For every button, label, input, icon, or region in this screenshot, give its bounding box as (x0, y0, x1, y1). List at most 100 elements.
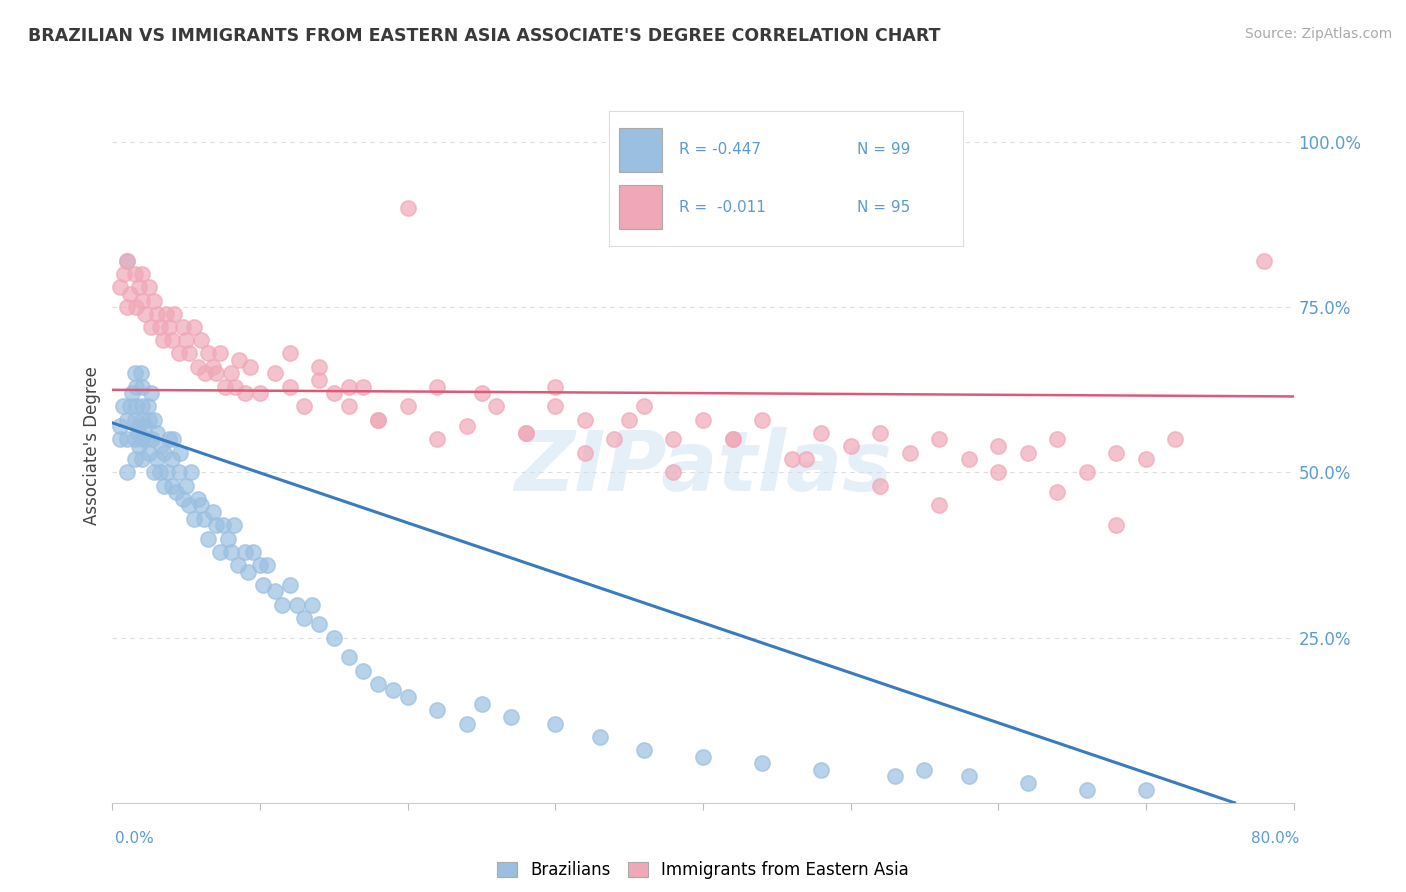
Y-axis label: Associate's Degree: Associate's Degree (83, 367, 101, 525)
Point (149, 466, 172, 480)
Point (256, 558, 278, 572)
Point (124, 367, 146, 381)
Point (1105, 445, 1128, 459)
Point (142, 412, 165, 426)
Point (172, 320, 194, 334)
Point (228, 353, 250, 368)
Point (180, 466, 202, 480)
Point (721, 433, 744, 447)
Point (128, 419, 150, 434)
Point (692, 412, 714, 426)
Point (884, 769, 907, 783)
Point (1046, 433, 1069, 447)
Point (574, 445, 596, 459)
Point (252, 578, 274, 592)
Point (135, 433, 157, 447)
Point (136, 400, 159, 414)
Point (352, 379, 374, 393)
Point (124, 412, 146, 426)
Point (574, 412, 596, 426)
Point (238, 565, 260, 579)
Point (183, 320, 205, 334)
Point (957, 452, 980, 467)
Point (633, 400, 655, 414)
Point (172, 491, 194, 506)
Point (662, 466, 685, 480)
Point (194, 367, 217, 381)
Point (108, 419, 131, 434)
Point (1105, 518, 1128, 533)
Point (125, 379, 148, 393)
Point (128, 439, 150, 453)
Point (197, 532, 219, 546)
Point (153, 478, 176, 492)
Point (108, 433, 131, 447)
Point (167, 466, 190, 480)
Point (810, 763, 832, 777)
Point (149, 320, 172, 334)
Point (131, 379, 153, 393)
Point (1076, 782, 1098, 797)
Point (120, 400, 142, 414)
Point (226, 558, 249, 572)
Point (146, 425, 169, 440)
Point (179, 346, 201, 360)
Point (242, 545, 264, 559)
Point (139, 386, 162, 401)
Point (125, 400, 148, 414)
Point (544, 400, 567, 414)
Point (515, 425, 537, 440)
Point (285, 598, 308, 612)
Point (157, 433, 180, 447)
Point (155, 307, 177, 321)
Point (131, 400, 153, 414)
Text: Source: ZipAtlas.com: Source: ZipAtlas.com (1244, 27, 1392, 41)
Point (124, 433, 146, 447)
Point (501, 710, 523, 724)
Point (396, 400, 419, 414)
Point (751, 756, 773, 771)
Point (169, 445, 191, 459)
Point (426, 433, 449, 447)
Point (131, 452, 153, 467)
Point (193, 511, 215, 525)
Point (146, 307, 169, 321)
Point (219, 545, 242, 559)
Point (117, 254, 138, 268)
Point (214, 379, 236, 393)
Point (692, 749, 714, 764)
Point (233, 386, 256, 401)
Point (1253, 254, 1275, 268)
Point (160, 333, 183, 347)
Point (271, 598, 294, 612)
Point (869, 425, 891, 440)
Point (209, 346, 232, 360)
Point (167, 346, 190, 360)
Point (131, 293, 153, 308)
Point (796, 452, 818, 467)
Point (187, 359, 209, 374)
Point (134, 307, 156, 321)
Point (117, 433, 138, 447)
Point (239, 359, 262, 374)
Point (456, 419, 478, 434)
Point (201, 359, 224, 374)
Point (138, 445, 160, 459)
Point (1046, 485, 1069, 500)
Point (323, 386, 346, 401)
Point (1017, 445, 1039, 459)
Point (1017, 776, 1039, 790)
Point (142, 466, 165, 480)
Point (426, 703, 449, 717)
Point (914, 763, 936, 777)
Point (382, 683, 405, 698)
Point (165, 485, 187, 500)
Point (179, 499, 201, 513)
Point (619, 412, 641, 426)
Point (426, 379, 449, 393)
Point (124, 452, 146, 467)
Point (928, 433, 950, 447)
Point (456, 716, 478, 731)
Point (212, 518, 235, 533)
Point (131, 412, 153, 426)
